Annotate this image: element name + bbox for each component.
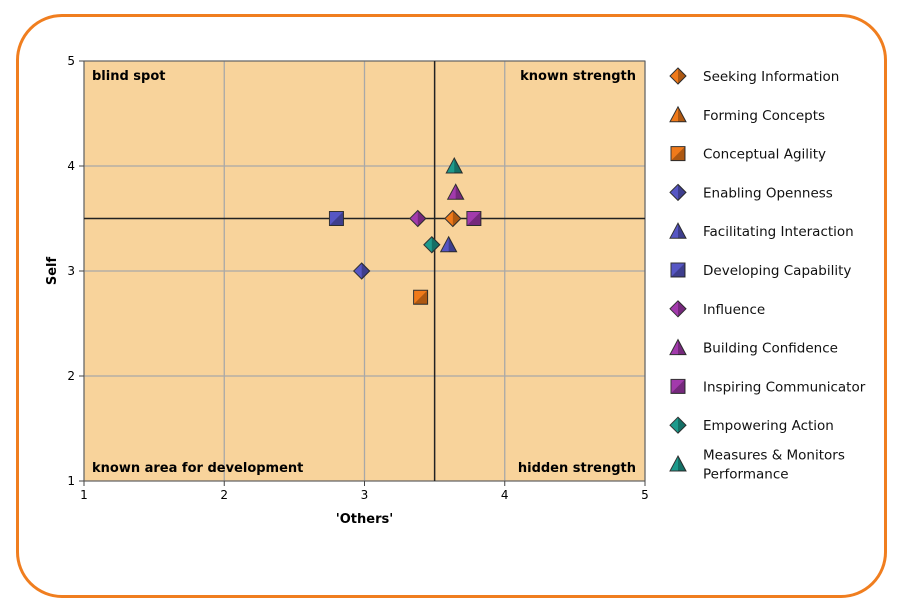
x-axis-title: 'Others' xyxy=(336,512,393,527)
legend-marker-10 xyxy=(669,454,687,472)
data-point-10 xyxy=(445,156,464,174)
x-tick-label: 5 xyxy=(641,488,649,502)
data-point-3 xyxy=(352,262,371,280)
legend-marker-3 xyxy=(669,183,687,202)
legend-marker-2 xyxy=(670,146,686,162)
data-point-0 xyxy=(444,209,462,228)
legend-marker-8 xyxy=(670,378,686,394)
x-tick-label: 2 xyxy=(220,488,228,502)
data-point-9 xyxy=(423,236,441,254)
data-point-8 xyxy=(466,211,482,226)
x-tick-label: 1 xyxy=(80,488,88,502)
data-point-6 xyxy=(409,209,427,228)
x-tick-label: 4 xyxy=(501,488,509,502)
x-tick-label: 3 xyxy=(361,488,369,502)
data-point-2 xyxy=(413,289,429,305)
data-point-5 xyxy=(328,211,344,226)
legend-label: Building Confidence xyxy=(703,341,838,357)
legend-label: Inspiring Communicator xyxy=(703,379,866,395)
legend-label: Measures & Monitors xyxy=(703,448,845,464)
data-point-4 xyxy=(439,235,458,253)
legend: Seeking Information Forming Concepts Conce… xyxy=(669,67,866,483)
y-tick-label: 4 xyxy=(67,159,75,173)
legend-marker-4 xyxy=(669,222,687,239)
legend-marker-9 xyxy=(669,416,687,434)
y-axis-title: Self xyxy=(45,257,60,286)
legend-marker-7 xyxy=(669,338,687,356)
legend-marker-1 xyxy=(669,105,687,123)
legend-label: Seeking Information xyxy=(703,69,839,85)
legend-label: Empowering Action xyxy=(703,418,834,434)
legend-marker-6 xyxy=(669,300,687,318)
legend-label: Developing Capability xyxy=(703,263,851,279)
legend-label: Performance xyxy=(703,467,789,483)
y-tick-label: 2 xyxy=(67,369,75,383)
legend-label: Facilitating Interaction xyxy=(703,224,854,240)
quadrant-label-top-right: known strength xyxy=(520,69,636,84)
legend-label: Conceptual Agility xyxy=(703,147,826,163)
y-tick-label: 1 xyxy=(67,474,75,488)
legend-label: Enabling Openness xyxy=(703,185,833,201)
legend-marker-0 xyxy=(669,67,687,85)
chart-frame xyxy=(16,14,887,598)
data-point-7 xyxy=(446,183,465,200)
legend-label: Influence xyxy=(703,302,765,318)
legend-label: Forming Concepts xyxy=(703,108,825,124)
legend-marker-5 xyxy=(670,262,686,278)
quadrant-label-top-left: blind spot xyxy=(92,69,166,84)
quadrant-label-bottom-left: known area for development xyxy=(92,461,303,476)
y-tick-label: 3 xyxy=(67,264,75,278)
y-tick-label: 5 xyxy=(67,54,75,68)
quadrant-label-bottom-right: hidden strength xyxy=(518,461,636,476)
